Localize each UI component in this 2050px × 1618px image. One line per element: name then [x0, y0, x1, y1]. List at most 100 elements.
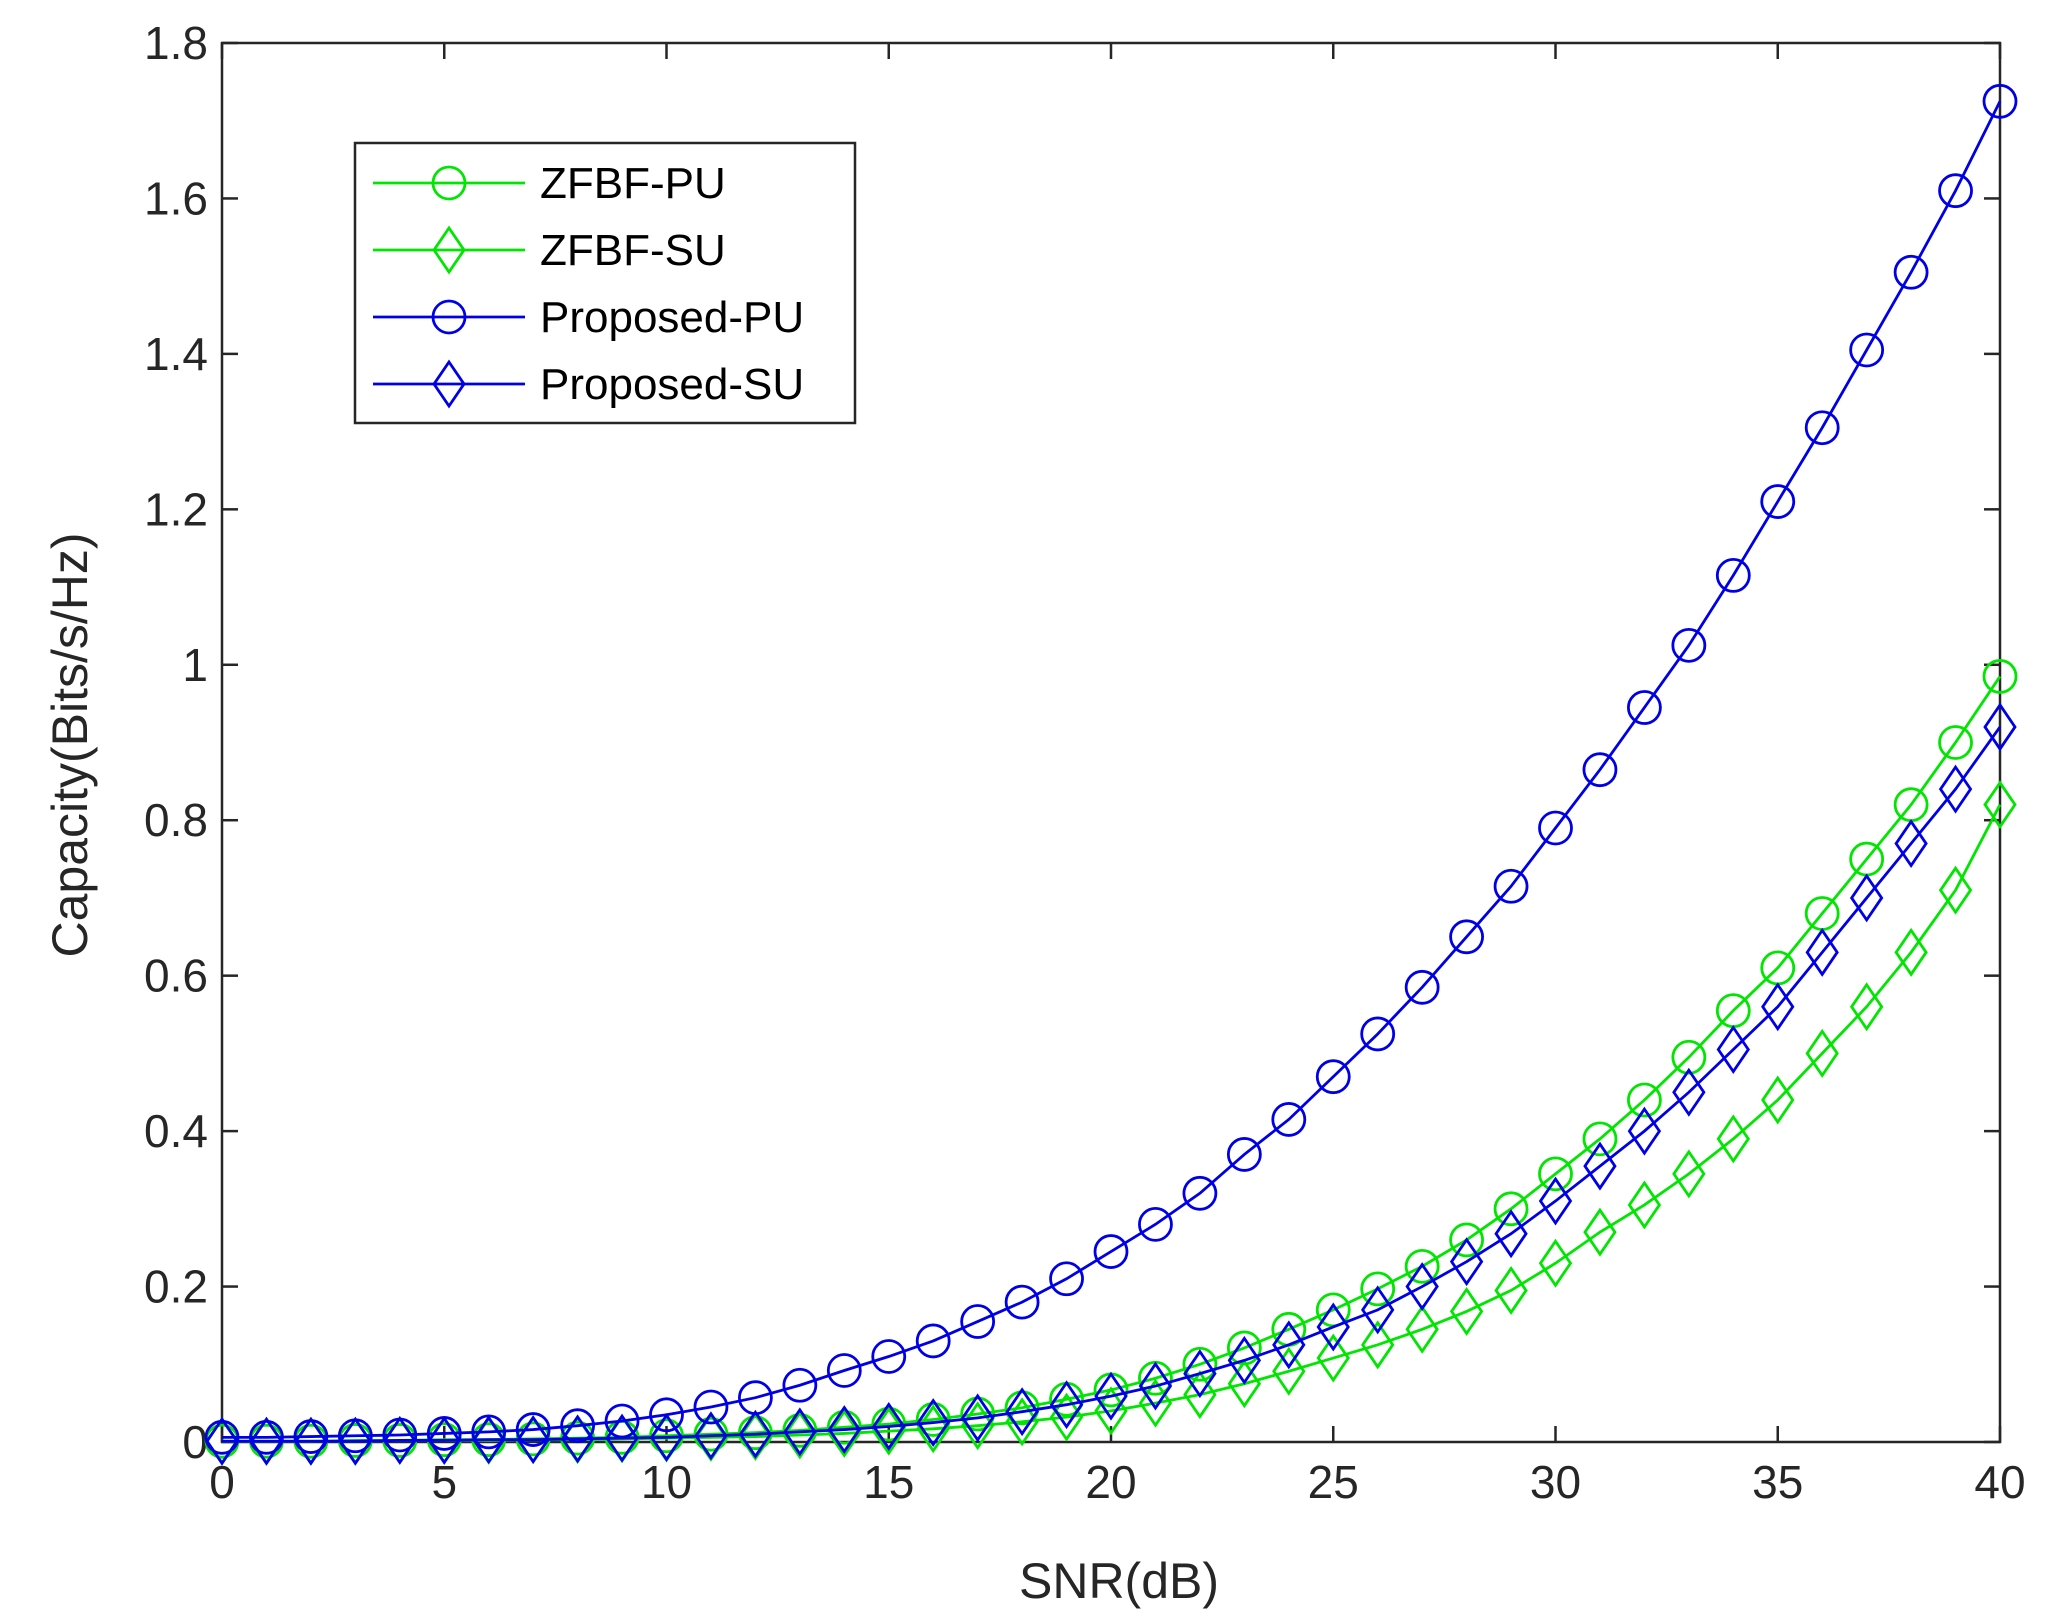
data-point-zfbf-pu	[1404, 1248, 1440, 1284]
legend-label: ZFBF-PU	[540, 159, 726, 208]
legend-diamond-marker-icon	[432, 225, 466, 275]
data-point-proposed-pu	[915, 1323, 951, 1359]
data-point-proposed-pu	[1226, 1137, 1262, 1172]
data-point-proposed-pu	[1982, 83, 2018, 119]
data-point-proposed-pu	[871, 1339, 907, 1374]
y-tick-label: 0.2	[144, 1261, 208, 1313]
data-point-zfbf-su	[1849, 982, 1884, 1032]
data-point-proposed-su	[1049, 1380, 1084, 1430]
data-point-proposed-pu	[782, 1367, 818, 1403]
data-point-proposed-pu	[1582, 752, 1618, 788]
data-point-proposed-su	[1805, 927, 1839, 977]
data-point-zfbf-su	[1627, 1180, 1662, 1230]
x-tick-label: 40	[1974, 1456, 2025, 1508]
y-tick-label: 0.6	[144, 950, 208, 1002]
data-point-proposed-su	[1094, 1371, 1128, 1421]
data-point-proposed-su	[960, 1393, 995, 1443]
data-point-proposed-su	[205, 1416, 239, 1466]
data-point-proposed-pu	[1271, 1102, 1307, 1137]
x-tick-label: 25	[1308, 1456, 1359, 1508]
data-point-proposed-su	[1983, 702, 2017, 752]
data-point-zfbf-pu	[1671, 1039, 1707, 1075]
y-tick-label: 1.4	[144, 328, 208, 380]
y-tick-label: 0.8	[144, 794, 208, 846]
data-point-proposed-su	[1361, 1285, 1395, 1335]
data-point-proposed-su	[1494, 1209, 1528, 1259]
data-point-zfbf-su	[1316, 1333, 1350, 1383]
data-point-zfbf-pu	[1538, 1156, 1573, 1192]
data-point-proposed-pu	[1449, 919, 1484, 955]
y-axis-label: Capacity(Bits/s/Hz)	[42, 532, 98, 957]
data-point-zfbf-pu	[1582, 1121, 1618, 1157]
data-point-proposed-pu	[1315, 1059, 1351, 1095]
legend-diamond-marker-icon	[432, 359, 466, 409]
data-point-zfbf-su	[872, 1406, 906, 1456]
legend-circle-marker-icon	[431, 165, 467, 201]
data-point-proposed-su	[1672, 1067, 1706, 1117]
data-point-zfbf-su	[1983, 780, 2017, 830]
data-point-zfbf-pu	[1449, 1222, 1484, 1258]
data-point-zfbf-su	[1405, 1304, 1439, 1354]
data-point-proposed-su	[1627, 1106, 1662, 1156]
data-point-proposed-pu	[1938, 173, 1973, 209]
data-point-proposed-pu	[1804, 410, 1840, 446]
data-point-proposed-su	[383, 1415, 417, 1465]
data-point-proposed-su	[294, 1416, 328, 1466]
data-point-proposed-pu	[1627, 690, 1662, 725]
legend-label: ZFBF-SU	[540, 226, 726, 275]
data-point-proposed-pu	[960, 1304, 996, 1339]
data-point-proposed-su	[1005, 1387, 1039, 1437]
data-point-zfbf-su	[1583, 1207, 1617, 1257]
data-point-zfbf-su	[1761, 1075, 1795, 1125]
x-tick-label: 30	[1530, 1456, 1581, 1508]
legend: ZFBF-PU ZFBF-SU Proposed-PU Proposed-SU	[353, 141, 857, 425]
data-point-proposed-su	[472, 1415, 506, 1465]
data-point-zfbf-su	[1449, 1286, 1484, 1336]
data-point-zfbf-pu	[915, 1402, 951, 1437]
data-point-proposed-pu	[560, 1408, 595, 1444]
data-point-proposed-su	[649, 1412, 684, 1462]
data-point-zfbf-su	[1805, 1028, 1839, 1078]
data-point-proposed-pu	[515, 1412, 551, 1447]
data-point-proposed-su	[1938, 764, 1973, 814]
data-point-proposed-su	[1138, 1361, 1173, 1411]
data-point-zfbf-pu	[1493, 1191, 1529, 1227]
y-tick-label: 1.6	[144, 172, 208, 224]
data-point-proposed-su	[1316, 1302, 1350, 1352]
data-point-proposed-pu	[826, 1353, 862, 1388]
series-layer	[204, 83, 2018, 1466]
legend-circle-marker-icon	[431, 299, 467, 335]
data-point-zfbf-su	[1183, 1370, 1217, 1420]
series-proposed-su	[205, 702, 2017, 1466]
data-point-proposed-pu	[1538, 810, 1573, 846]
data-point-zfbf-su	[1494, 1265, 1528, 1315]
data-point-proposed-su	[1272, 1320, 1306, 1370]
data-point-proposed-pu	[1404, 969, 1440, 1005]
data-point-zfbf-su	[1894, 927, 1928, 977]
legend-label: Proposed-SU	[540, 360, 804, 409]
data-point-zfbf-su	[827, 1408, 861, 1458]
data-point-proposed-pu	[1004, 1284, 1040, 1320]
x-tick-label: 15	[863, 1456, 914, 1508]
data-point-proposed-pu	[1360, 1016, 1396, 1052]
data-point-proposed-su	[249, 1416, 284, 1466]
y-tick-label: 0.4	[144, 1105, 208, 1157]
data-point-zfbf-pu	[1360, 1271, 1396, 1307]
data-point-proposed-su	[605, 1413, 639, 1463]
legend-entry-zfbf-su: ZFBF-SU	[373, 225, 726, 275]
data-point-proposed-pu	[1182, 1175, 1218, 1211]
data-point-proposed-pu	[1893, 254, 1929, 290]
data-point-zfbf-pu	[1627, 1082, 1662, 1118]
data-point-proposed-su	[694, 1411, 728, 1461]
data-point-zfbf-su	[1716, 1114, 1750, 1164]
data-point-proposed-su	[516, 1415, 550, 1465]
x-tick-label: 20	[1085, 1456, 1136, 1508]
y-tick-label: 1.2	[144, 483, 208, 535]
data-point-proposed-pu	[1849, 332, 1885, 368]
data-point-proposed-su	[1716, 1025, 1750, 1074]
data-point-proposed-pu	[1715, 557, 1751, 593]
data-point-proposed-su	[560, 1414, 595, 1464]
data-point-proposed-su	[1405, 1262, 1439, 1312]
data-point-zfbf-pu	[1982, 659, 2018, 694]
